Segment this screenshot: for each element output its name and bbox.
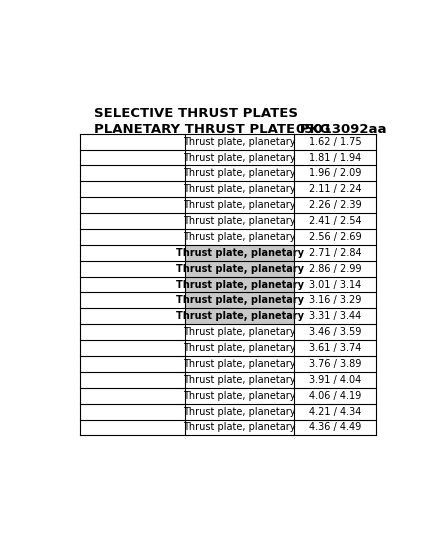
Text: Thrust plate, planetary: Thrust plate, planetary — [176, 264, 304, 273]
Text: Thrust plate, planetary: Thrust plate, planetary — [184, 327, 296, 337]
Text: 2.41 / 2.54: 2.41 / 2.54 — [309, 216, 361, 226]
Text: 4.36 / 4.49: 4.36 / 4.49 — [309, 423, 361, 432]
Text: Thrust plate, planetary: Thrust plate, planetary — [176, 279, 304, 289]
Text: 2.26 / 2.39: 2.26 / 2.39 — [309, 200, 361, 210]
Text: 3.76 / 3.89: 3.76 / 3.89 — [309, 359, 361, 369]
Text: 2.56 / 2.69: 2.56 / 2.69 — [309, 232, 361, 242]
Text: 3.01 / 3.14: 3.01 / 3.14 — [309, 279, 361, 289]
Text: 3.16 / 3.29: 3.16 / 3.29 — [309, 295, 361, 305]
Text: 3.91 / 4.04: 3.91 / 4.04 — [309, 375, 361, 385]
Text: 3.46 / 3.59: 3.46 / 3.59 — [309, 327, 361, 337]
Text: Thrust plate, planetary: Thrust plate, planetary — [176, 311, 304, 321]
Text: Thrust plate, planetary: Thrust plate, planetary — [184, 232, 296, 242]
Text: 2.71 / 2.84: 2.71 / 2.84 — [309, 248, 361, 258]
Text: 1.62 / 1.75: 1.62 / 1.75 — [309, 136, 361, 147]
Text: Thrust plate, planetary: Thrust plate, planetary — [184, 152, 296, 163]
Text: 05013092aa: 05013092aa — [296, 124, 387, 136]
Text: Thrust plate, planetary: Thrust plate, planetary — [184, 168, 296, 179]
Text: Thrust plate, planetary: Thrust plate, planetary — [184, 343, 296, 353]
Text: Thrust plate, planetary: Thrust plate, planetary — [184, 375, 296, 385]
Text: 4.06 / 4.19: 4.06 / 4.19 — [309, 391, 361, 401]
Text: 2.86 / 2.99: 2.86 / 2.99 — [309, 264, 361, 273]
Text: 3.61 / 3.74: 3.61 / 3.74 — [309, 343, 361, 353]
Text: Thrust plate, planetary: Thrust plate, planetary — [184, 136, 296, 147]
Bar — [185, 309, 294, 324]
Text: Thrust plate, planetary: Thrust plate, planetary — [184, 216, 296, 226]
Text: 1: 1 — [0, 532, 1, 533]
Text: Thrust plate, planetary: Thrust plate, planetary — [184, 423, 296, 432]
Text: PLANETARY THRUST PLATE PKG: PLANETARY THRUST PLATE PKG — [94, 124, 330, 136]
Bar — [185, 277, 294, 293]
Bar — [185, 245, 294, 261]
Text: Thrust plate, planetary: Thrust plate, planetary — [176, 248, 304, 258]
Text: Thrust plate, planetary: Thrust plate, planetary — [184, 184, 296, 195]
Text: Thrust plate, planetary: Thrust plate, planetary — [184, 359, 296, 369]
Text: 2.11 / 2.24: 2.11 / 2.24 — [309, 184, 361, 195]
Bar — [185, 293, 294, 309]
Text: 3.31 / 3.44: 3.31 / 3.44 — [309, 311, 361, 321]
Text: Thrust plate, planetary: Thrust plate, planetary — [184, 407, 296, 417]
Text: SELECTIVE THRUST PLATES: SELECTIVE THRUST PLATES — [94, 107, 298, 120]
Text: 4.21 / 4.34: 4.21 / 4.34 — [309, 407, 361, 417]
Text: Thrust plate, planetary: Thrust plate, planetary — [184, 200, 296, 210]
Text: 1.81 / 1.94: 1.81 / 1.94 — [309, 152, 361, 163]
Bar — [185, 261, 294, 277]
Text: Thrust plate, planetary: Thrust plate, planetary — [184, 391, 296, 401]
Text: Thrust plate, planetary: Thrust plate, planetary — [176, 295, 304, 305]
Text: 1.96 / 2.09: 1.96 / 2.09 — [309, 168, 361, 179]
